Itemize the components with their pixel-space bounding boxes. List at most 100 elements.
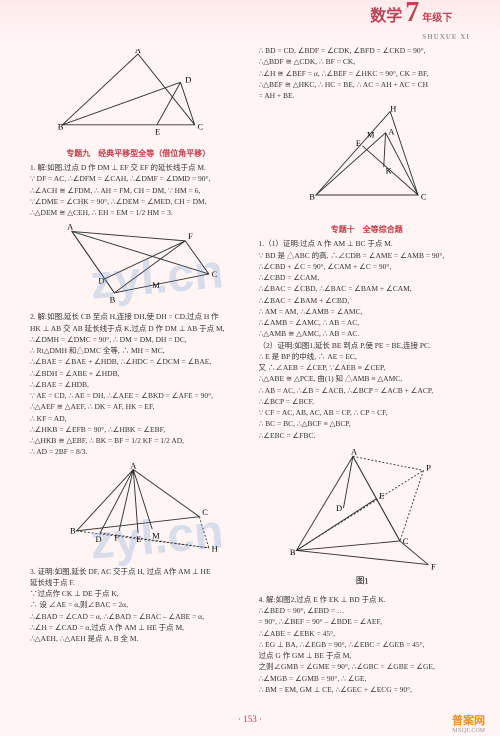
text-line: ∴ 设 ∠AE = α,则∠BAC = 2α, [30,599,247,610]
text-line: ∴∠ACH ≅ ∠FDM, ∴ AH = FM, CH = DM, ∵ HM =… [30,185,247,196]
text-line: ∴ KF = AD, [30,413,247,424]
svg-text:C: C [202,506,208,516]
text-line: ∴△AEH, ∴△AEH 是点 A, B 全 M. [30,633,247,644]
text-line: 2. 解:如图,延长 CB 至点 H,连接 DH,使 DH = CD,过点 H … [30,311,247,322]
text-line: ∴ Rt△DMH 和△DMC 全等, ∴ MH = MC, [30,345,247,356]
text-line: ∴△AEF ≅ △AEF, ∴ DK = AF, HK = EF, [30,401,247,412]
text-line: ∵ AE = CD, ∴ AE = DH, ∴∠AEE = ∠BKD = ∠AF… [30,390,247,401]
text-line: 延长线于点 F. [30,577,247,588]
text-line: ∵ DF = AC, ∴∠DFM = ∠CAH, ∴∠DMF = ∠DMD = … [30,173,247,184]
text-line: ∴∠BAC = ∠CBD, ∴∠BAC = ∠BAM + ∠CAM, [259,283,476,294]
svg-text:C: C [421,193,427,202]
header-title: 数学 7 年级下 SHUXUE XI [370,0,470,44]
text-line: ∴△ABE ≅ △PCE, 由(1) 知 △AMB ≡ △AMC, [259,373,476,384]
text-line: ∵∠DME = ∠CHK = 90°, ∴∠DEM = ∠MED, CH = D… [30,196,247,207]
svg-text:F: F [431,561,436,571]
text-line: ∴△AMB ≅ △AMC, ∴ AB = AC. [259,328,476,339]
svg-text:F: F [188,231,193,241]
svg-text:A: A [130,462,137,471]
grade-number: 7 [405,0,419,29]
text-line: ∴∠CBD + ∠C = 90°, ∠CAM + ∠C = 90°, [259,261,476,272]
text-line: 1.（1）证明:过点 A 作 AM ⊥ BC 于点 M. [259,238,476,249]
svg-text:M: M [152,530,160,540]
text-line: ∴ BD = CD, ∠BDF = ∠CDK, ∠BFD = ∠CKD = 90… [259,45,476,56]
text-line: ∴ EG ⊥ BA, ∴∠EGB = 90°, ∴∠EBC = ∠GEB = 4… [259,639,476,650]
svg-text:B: B [70,525,76,535]
page-number: · 153 · [0,714,500,724]
text-line: ∴△DEM ≅ △CEH, ∴ EH = EM = 1/2 HM = 3. [30,207,247,218]
text-line: ∴∠ABE = ∠EBK = 45°, [259,628,476,639]
text-line: ∵过点作 CK ⊥ DE 于点 K, [30,588,247,599]
figure-10-2: A P B E D C F 图1 [259,445,476,590]
text-line: ∴ AD = 2BF = 8/3. [30,446,247,457]
svg-text:E: E [356,139,361,148]
svg-text:C: C [212,269,218,279]
text-line: ∴∠MGB = ∠GMB = 90°, ∴ ∠GE, [259,673,476,684]
text-line: ∴∠BAD = ∠CAD = α, ∴∠BAD = ∠BAC – ∠ABE = … [30,611,247,622]
text-line: ∴△BEF ≅ △HKC, ∴ HC = BE, ∴ AC = AH + AC … [259,79,476,90]
text-line: ∴ E 是 BP 的中线, ∴ AE = EC, [259,351,476,362]
text-line: ∴∠EBC = ∠FBC. [259,430,476,441]
svg-text:H: H [212,543,218,553]
text-line: 又 ∴∠AEB = ∠CEP, ∵∠AEB ≡ ∠CEP, [259,362,476,373]
svg-text:D: D [99,276,105,286]
text-line: 之则∠GMB = ∠GME = 90°, ∴∠GBC = ∠GBE = ∠GE, [259,661,476,672]
text-line: 4. 解:如图2,过点 E 作 EK ⊥ BD 于点 K. [259,594,476,605]
svg-text:H: H [390,105,396,113]
text-line: ∴∠CBD = ∠CAM, [259,272,476,283]
svg-text:图1: 图1 [356,575,369,585]
text-line: ∴∠BED = 90°, ∠EBD = … [259,605,476,616]
subject-label: 数学 [370,2,402,26]
text-line: ∴∠BAE = ∠BAE + ∠HDB, ∴∠HDC = ∠DCM = ∠BAE… [30,356,247,367]
svg-text:E: E [155,126,160,136]
svg-text:E: E [379,490,384,500]
figure-10-1: H A M E B C K [259,105,476,220]
svg-text:D: D [336,503,342,513]
figure-9-3: A B D F E M C H [30,462,247,562]
text-line: ∴ BM = EM, GM ⊥ CE, ∴∠GEC + ∠ECG = 90°, [259,684,476,695]
text-line: ∵ CF = AC, AB, AC, AB = CP, ∴ CP = CF, [259,407,476,418]
text-line: ∴ AM = AM, ∴∠AMB = ∠AMC, [259,306,476,317]
svg-text:F: F [115,532,120,542]
svg-text:A: A [388,128,394,137]
svg-text:B: B [58,122,64,132]
text-line: ∴△HKB ≅ △EBF, ∴ BK = BF = 1/2 KF = 1/2 A… [30,435,247,446]
svg-text:C: C [198,122,204,132]
right-column: ∴ BD = CD, ∠BDF = ∠CDK, ∠BFD = ∠CKD = 90… [259,45,476,695]
footer-url: MXQE.COM [452,728,485,734]
svg-text:D: D [185,74,191,84]
text-line: ∴∠BDH = ∠ABE + ∠HDB, [30,368,247,379]
text-line: ∴∠BAE = ∠HDB, [30,379,247,390]
svg-text:B: B [110,295,116,305]
text-line: = AH + BE. [259,90,476,101]
svg-text:B: B [290,547,296,557]
svg-text:P: P [426,462,431,472]
section-10-title: 专题十 全等综合题 [259,224,476,235]
grade-suffix: 年级下 SHUXUE XI [422,8,470,44]
svg-text:B: B [309,193,315,202]
svg-text:D: D [96,534,102,544]
text-line: HK ⊥ AB 交 AB 延长线于点 K,过点 D 作 DM ⊥ AB 于点 M… [30,323,247,334]
content-area: A B E C D 专题九 经典平移型全等（借位角平移） 1. 解:如图,过点 … [0,40,500,700]
text-line: （2）证明:如图1,延长 BE 到点 P,使 PE = BE,连接 PC. [259,340,476,351]
text-line: ∴∠HKB = ∠EFB = 90°, ∴∠HBK = ∠EBF, [30,424,247,435]
footer-logo: 普案网 [452,712,485,728]
text-line: ∴∠AMB = ∠AMC, ∴ AB = AC, [259,317,476,328]
svg-text:A: A [351,446,358,456]
figure-9-1: A B E C D [30,49,247,144]
figure-9-2: A F C B D M [30,222,247,307]
svg-text:M: M [367,131,375,140]
text-line: ∴ BC = BC, ∴△BCF ≡ △BCP, [259,418,476,429]
text-line: ∴ AB = AC, ∴∠B = ∠ACB, ∴∠BCP = ∠ACB + ∠A… [259,385,476,396]
svg-text:K: K [385,167,391,176]
left-column: A B E C D 专题九 经典平移型全等（借位角平移） 1. 解:如图,过点 … [30,45,247,695]
page-header: 数学 7 年级下 SHUXUE XI [0,0,500,40]
svg-text:A: A [67,222,74,232]
text-line: ∴∠BCP = ∠BCF, [259,396,476,407]
text-line: = 90°, ∴∠BEF = 90° – ∠BDE = ∠AEF, [259,616,476,627]
svg-text:M: M [152,280,160,290]
text-line: ∴△BDF ≅ △CDK, ∴ BF = CK, [259,56,476,67]
text-line: 3. 证明:如图,延长 DF, AC 交于点 H, 过点 A作 AM ⊥ HE [30,566,247,577]
svg-text:C: C [403,536,409,546]
text-line: 过点 G 作 GM ⊥ BE 于点 M, [259,650,476,661]
